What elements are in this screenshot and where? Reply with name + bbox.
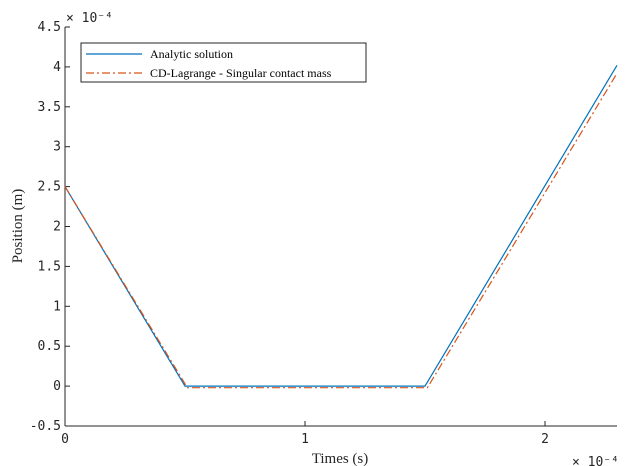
x-tick-label: 0: [61, 432, 69, 447]
y-tick-label: 2.5: [38, 180, 61, 195]
legend-label-analytic: Analytic solution: [150, 47, 233, 61]
y-tick-label: 4: [53, 60, 61, 75]
y-axis-title: Position (m): [10, 189, 26, 264]
axes: [64, 26, 617, 427]
x-tick-label: 1: [301, 432, 309, 447]
y-exponent-label: × 10⁻⁴: [66, 11, 113, 26]
y-tick-label: 1: [53, 299, 61, 314]
x-axis-title: Times (s): [312, 451, 369, 466]
y-tick-label: 4.5: [38, 20, 61, 35]
y-tick-label: 0.5: [38, 339, 61, 354]
y-tick-label: 0: [53, 379, 61, 394]
y-tick-label: 2: [53, 220, 61, 235]
legend: Analytic solution CD-Lagrange - Singular…: [80, 42, 367, 83]
plot-lines: [64, 64, 618, 389]
y-tick-label: 3.5: [38, 100, 61, 115]
series-line-cd-lagrange: [64, 72, 618, 389]
y-tick-label: 1.5: [38, 259, 61, 274]
x-exponent-label: × 10⁻⁴: [572, 455, 619, 466]
legend-label-cd-lagrange: CD-Lagrange - Singular contact mass: [150, 66, 332, 80]
x-tick-label: 2: [541, 432, 549, 447]
legend-box: [80, 42, 367, 83]
y-tick-label: 3: [53, 140, 61, 155]
tick-labels: 4.543.532.521.510.50-0.50 1 2: [30, 20, 549, 447]
y-tick-label: -0.5: [30, 419, 61, 434]
series-line-analytic: [64, 64, 618, 387]
